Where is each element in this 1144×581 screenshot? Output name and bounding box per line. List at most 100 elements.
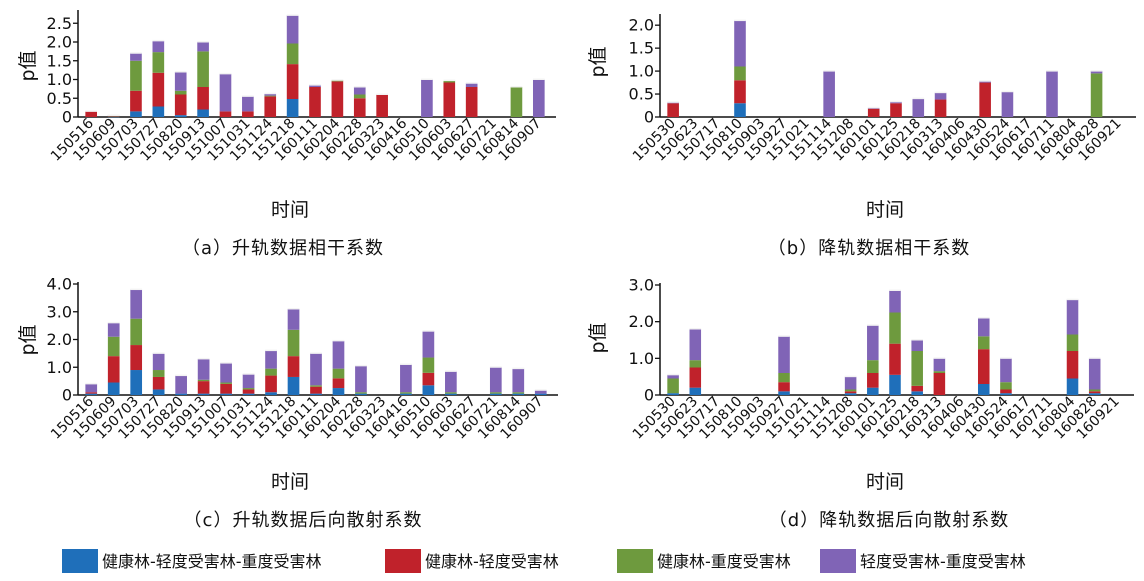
bar-segment-s3 <box>130 60 142 91</box>
bar-segment-s1 <box>977 384 990 395</box>
bar-segment-s1 <box>1000 393 1012 395</box>
bar-segment-s3 <box>264 95 277 97</box>
bar-cap <box>1001 90 1014 93</box>
bar-segment-s2 <box>309 87 321 117</box>
bar-segment-s2 <box>689 367 702 388</box>
bar-segment-s3 <box>510 87 523 117</box>
bar-segment-s4 <box>421 79 433 117</box>
bar-segment-s3 <box>489 392 502 394</box>
bar-segment-s4 <box>286 15 299 44</box>
bar-cap <box>107 321 120 324</box>
bar-cap <box>889 289 901 291</box>
bar-segment-s4 <box>242 374 255 389</box>
bar-cap <box>489 366 502 368</box>
bar-cap <box>310 352 322 354</box>
bar-segment-s3 <box>977 336 990 350</box>
bar-segment-s1 <box>889 374 901 395</box>
y-tick-label: 4.0 <box>47 275 72 294</box>
bar-cap <box>867 324 879 326</box>
y-tick-label: 0 <box>644 108 654 127</box>
bar-segment-s3 <box>667 378 679 394</box>
bar-segment-s2 <box>1066 351 1079 379</box>
bar-segment-s4 <box>107 322 120 337</box>
bar-segment-s1 <box>107 382 120 395</box>
bar-cap <box>85 382 98 385</box>
bar-cap <box>667 101 679 103</box>
bar-cap <box>332 339 345 342</box>
x-axis-label: 时间 <box>271 471 309 493</box>
bar-segment-s4 <box>512 368 525 393</box>
bar-segment-s3 <box>332 368 345 379</box>
bar-segment-s1 <box>400 393 412 395</box>
bar-segment-s1 <box>844 393 857 395</box>
bar-cap <box>152 352 165 354</box>
bar-segment-s3 <box>422 357 435 373</box>
bar-segment-s1 <box>265 392 277 395</box>
bar-cap <box>287 307 300 310</box>
bar-segment-s2 <box>734 80 746 104</box>
bar-segment-s1 <box>197 109 209 117</box>
bar-segment-s2 <box>85 392 98 394</box>
bar-cap <box>912 97 925 100</box>
bar-cap <box>443 79 456 82</box>
bar-segment-s2 <box>934 99 947 117</box>
bar-segment-s2 <box>1088 391 1101 394</box>
bar-segment-s1 <box>1066 378 1079 395</box>
legend-swatch-s4 <box>820 549 856 573</box>
bar-segment-s2 <box>220 383 232 394</box>
bar-segment-s4 <box>890 101 902 104</box>
bar-segment-s3 <box>220 382 232 384</box>
bar-cap <box>242 373 255 375</box>
legend-label: 健康林-重度受害林 <box>657 552 791 571</box>
bar-cap <box>979 80 991 82</box>
bar-segment-s2 <box>219 111 232 117</box>
bar-cap <box>174 71 187 73</box>
bar-segment-s1 <box>152 389 165 395</box>
bar-segment-s4 <box>174 72 187 91</box>
bar-segment-s1 <box>197 393 210 395</box>
bar-segment-s1 <box>689 387 702 395</box>
bar-segment-s1 <box>85 393 98 395</box>
y-tick-label: 2.5 <box>47 14 72 33</box>
bar-segment-s1 <box>445 393 457 395</box>
bar-segment-s4 <box>242 96 254 112</box>
bar-cap <box>532 78 545 80</box>
bar-segment-s3 <box>130 318 143 346</box>
bar-segment-s1 <box>667 393 679 395</box>
bar-segment-s4 <box>1066 299 1079 335</box>
bar-segment-s2 <box>130 90 142 112</box>
bar-segment-s3 <box>911 351 923 386</box>
bar-segment-s2 <box>422 372 435 386</box>
bar-segment-s1 <box>152 106 165 117</box>
bar-segment-s4 <box>911 340 923 351</box>
bar-segment-s1 <box>512 393 525 395</box>
bar-cap <box>1066 298 1079 301</box>
bar-segment-s2 <box>911 385 923 392</box>
bar-cap <box>933 357 946 359</box>
bar-segment-s2 <box>264 96 277 117</box>
legend-label: 健康林-轻度受害林-重度受害林 <box>102 552 322 571</box>
y-axis-label: p值 <box>587 322 609 353</box>
bar-segment-s4 <box>534 390 547 394</box>
bar-segment-s3 <box>689 360 702 368</box>
bar-segment-s1 <box>534 393 547 395</box>
bar-cap <box>242 95 254 97</box>
bar-segment-s3 <box>197 379 210 382</box>
bar-segment-s2 <box>197 381 210 394</box>
bar-cap <box>934 91 947 94</box>
bar-cap <box>778 335 790 337</box>
bar-segment-s2 <box>107 356 120 383</box>
bar-segment-s1 <box>489 393 502 395</box>
y-tick-label: 0.5 <box>629 85 654 104</box>
bar-segment-s1 <box>778 391 790 395</box>
bar-segment-s1 <box>286 99 299 117</box>
legend-swatch-s1 <box>62 549 98 573</box>
bar-cap <box>331 79 344 81</box>
bar-segment-s1 <box>175 393 187 395</box>
bar-segment-s3 <box>286 43 299 65</box>
bar-segment-s2 <box>85 111 98 117</box>
bar-segment-s3 <box>1090 73 1103 117</box>
y-tick-label: 0 <box>644 386 654 405</box>
bar-segment-s2 <box>174 94 187 116</box>
bar-segment-s4 <box>355 365 367 393</box>
